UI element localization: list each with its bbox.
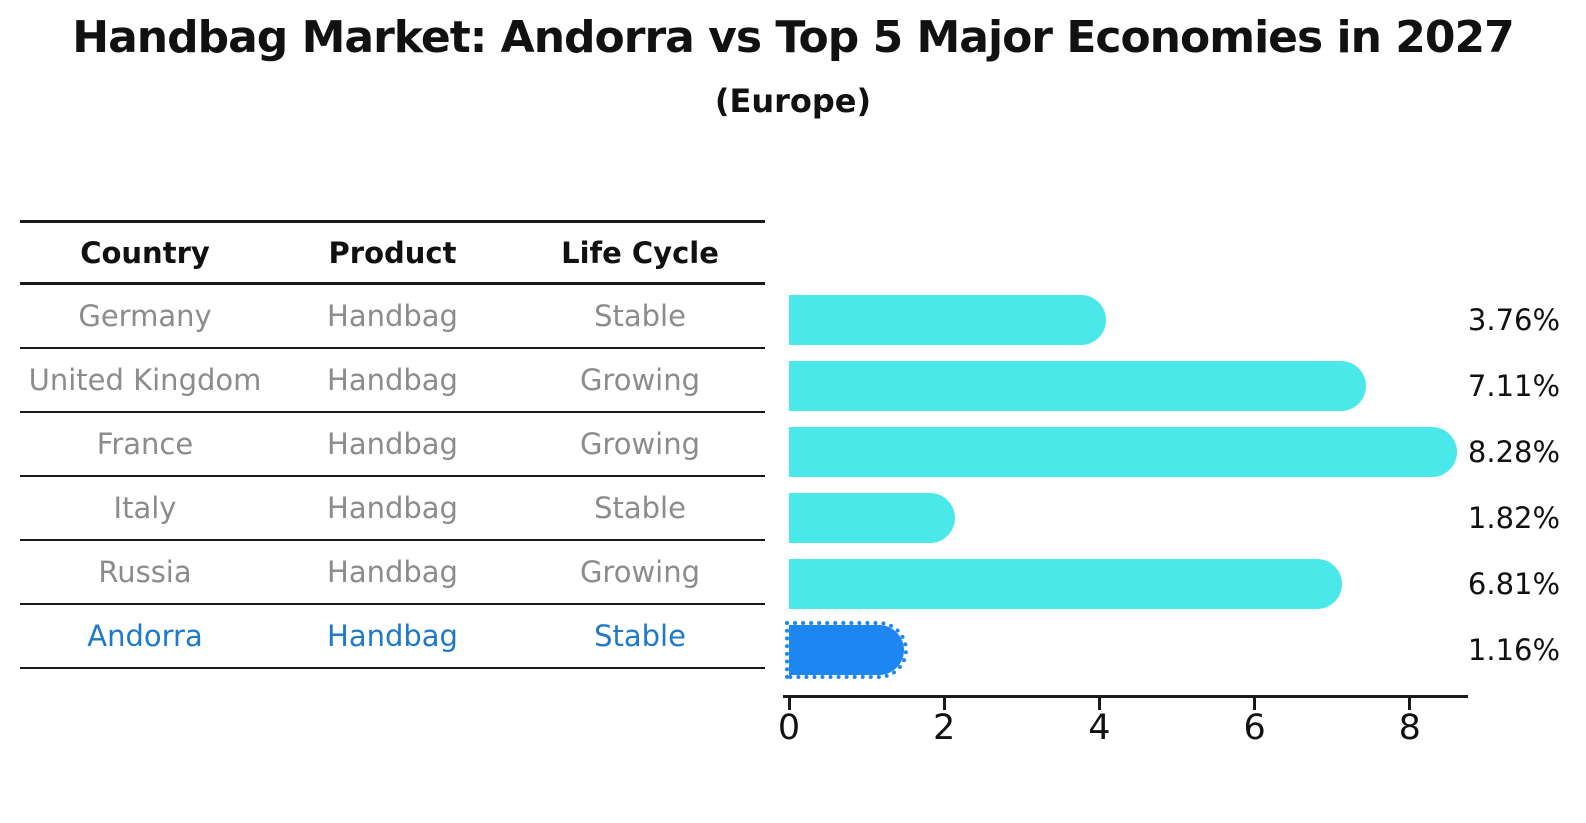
- column-header-product: Product: [328, 235, 457, 270]
- bar-andorra: [785, 621, 908, 679]
- cell-country: United Kingdom: [28, 363, 262, 397]
- bar-value-label: 6.81%: [1467, 567, 1561, 601]
- bar-value-label: 1.16%: [1467, 633, 1561, 667]
- cell-product: Handbag: [327, 427, 458, 461]
- cell-life-cycle: Stable: [594, 619, 686, 653]
- bar-russia: [789, 559, 1342, 609]
- x-tick-label: 2: [933, 708, 956, 748]
- table-row: Russia Handbag Growing: [20, 541, 765, 605]
- bar-italy: [789, 493, 955, 543]
- table-row: United Kingdom Handbag Growing: [20, 349, 765, 413]
- column-header-life-cycle: Life Cycle: [561, 235, 719, 270]
- table-row: Andorra Handbag Stable: [20, 605, 765, 669]
- bar-value-label: 3.76%: [1467, 303, 1561, 337]
- chart-subtitle: (Europe): [714, 82, 872, 120]
- bar-value-label: 8.28%: [1467, 435, 1561, 469]
- table-header-row: Country Product Life Cycle: [20, 223, 765, 285]
- cell-life-cycle: Growing: [579, 555, 701, 589]
- cell-life-cycle: Stable: [594, 299, 686, 333]
- bar-united-kingdom: [789, 361, 1366, 411]
- x-tick-label: 4: [1088, 708, 1111, 748]
- table-row: France Handbag Growing: [20, 413, 765, 477]
- cell-country: Andorra: [87, 619, 203, 653]
- bar-value-label: 1.82%: [1467, 501, 1561, 535]
- x-tick-mark: [942, 698, 946, 710]
- column-header-country: Country: [80, 235, 210, 270]
- x-tick-label: 8: [1398, 708, 1421, 748]
- x-tick-label: 0: [777, 708, 801, 748]
- bar-value-label: 7.11%: [1467, 369, 1561, 403]
- cell-product: Handbag: [327, 299, 458, 333]
- bar-germany: [789, 295, 1106, 345]
- x-tick-mark: [1097, 698, 1101, 710]
- cell-country: Italy: [113, 491, 177, 525]
- country-info-table: Country Product Life Cycle Germany Handba…: [20, 220, 765, 669]
- cell-product: Handbag: [327, 619, 458, 653]
- cell-product: Handbag: [327, 363, 458, 397]
- cell-life-cycle: Growing: [579, 363, 701, 397]
- table-row: Italy Handbag Stable: [20, 477, 765, 541]
- x-tick-mark: [1253, 698, 1257, 710]
- cell-country: Russia: [98, 555, 192, 589]
- x-tick-mark: [1408, 698, 1412, 710]
- cell-country: France: [96, 427, 194, 461]
- cell-country: Germany: [78, 299, 212, 333]
- cell-product: Handbag: [327, 491, 458, 525]
- table-row: Germany Handbag Stable: [20, 285, 765, 349]
- bar-france: [789, 427, 1457, 477]
- table-body: Germany Handbag Stable United Kingdom Handba…: [20, 285, 765, 669]
- x-axis-line: [783, 695, 1468, 698]
- x-tick-mark: [787, 698, 791, 710]
- cell-life-cycle: Growing: [579, 427, 701, 461]
- chart-title: Handbag Market: Andorra vs Top 5 Major E…: [72, 12, 1514, 63]
- cell-product: Handbag: [327, 555, 458, 589]
- cell-life-cycle: Stable: [594, 491, 686, 525]
- x-tick-label: 6: [1243, 708, 1266, 748]
